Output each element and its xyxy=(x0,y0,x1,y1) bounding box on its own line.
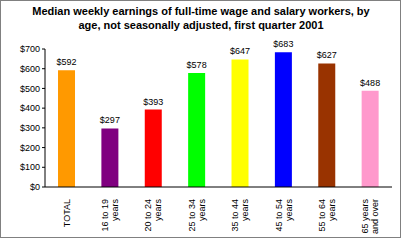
svg-text:$400: $400 xyxy=(20,103,40,113)
svg-text:16 to 19years: 16 to 19years xyxy=(100,199,120,232)
svg-text:$300: $300 xyxy=(20,123,40,133)
svg-text:$297: $297 xyxy=(100,115,120,125)
svg-text:$578: $578 xyxy=(187,60,207,70)
svg-text:65 yearsand over: 65 yearsand over xyxy=(360,199,380,235)
svg-text:35 to 44years: 35 to 44years xyxy=(230,199,250,232)
svg-text:$500: $500 xyxy=(20,84,40,94)
svg-text:55 to 64years: 55 to 64years xyxy=(317,199,337,232)
svg-text:TOTAL: TOTAL xyxy=(62,199,72,227)
svg-text:$647: $647 xyxy=(230,46,250,56)
svg-text:45 to 54years: 45 to 54years xyxy=(274,199,294,232)
svg-text:$627: $627 xyxy=(317,50,337,60)
svg-text:25 to 34years: 25 to 34years xyxy=(187,199,207,232)
svg-text:$488: $488 xyxy=(360,78,380,88)
svg-text:20 to 24years: 20 to 24years xyxy=(143,199,163,232)
svg-text:$600: $600 xyxy=(20,64,40,74)
html-text:Median weekly earnings of full: Median weekly earnings of full-time wage… xyxy=(32,5,370,31)
svg-text:$200: $200 xyxy=(20,143,40,153)
svg-text:$700: $700 xyxy=(20,44,40,54)
svg-text:$393: $393 xyxy=(143,97,163,107)
svg-text:$683: $683 xyxy=(273,39,293,49)
svg-text:$100: $100 xyxy=(20,162,40,172)
svg-text:$592: $592 xyxy=(56,57,76,67)
svg-text:$0: $0 xyxy=(30,182,40,192)
